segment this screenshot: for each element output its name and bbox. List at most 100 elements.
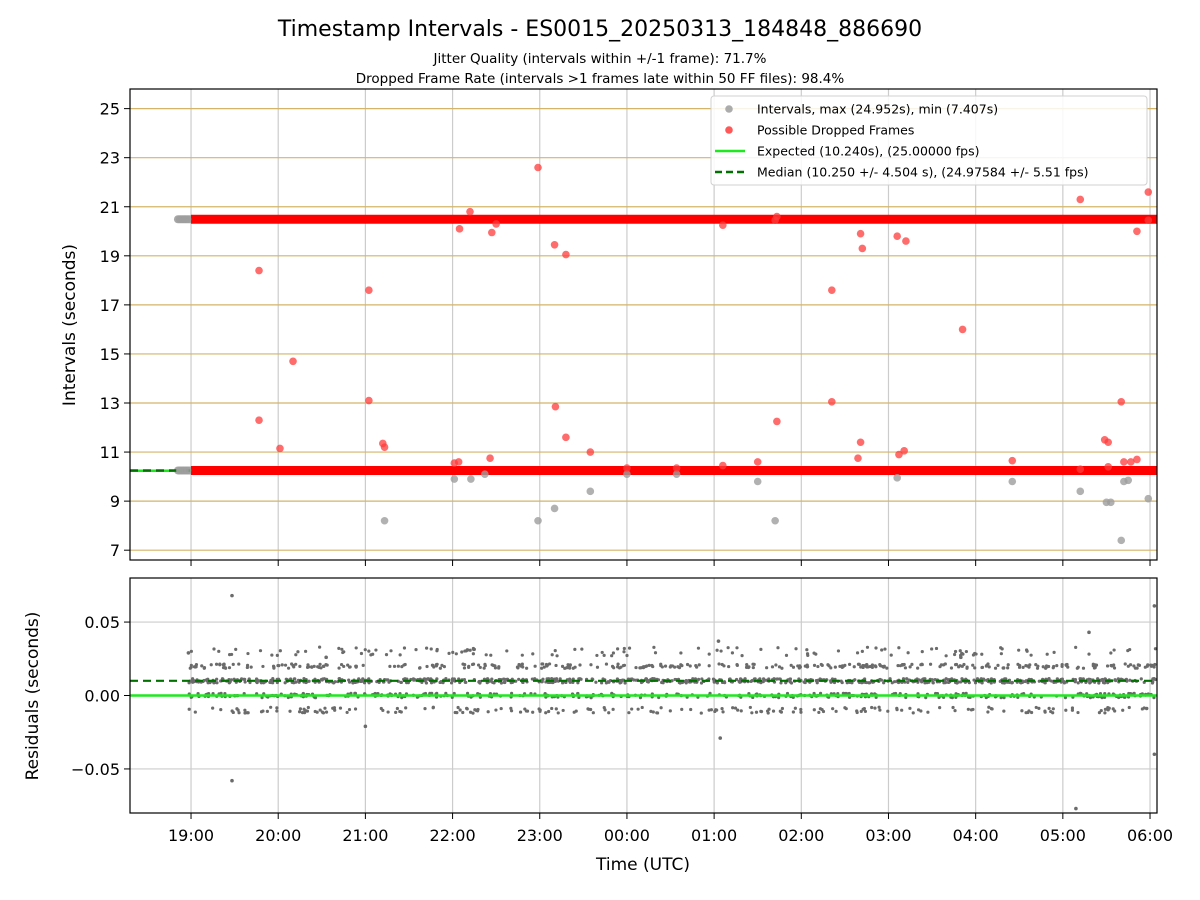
residual-point bbox=[531, 710, 535, 714]
dropped-frame-point bbox=[255, 266, 263, 275]
residual-point bbox=[1021, 665, 1025, 669]
residual-point bbox=[784, 653, 789, 658]
residual-point bbox=[1070, 708, 1075, 712]
residual-point bbox=[442, 665, 446, 669]
residual-point bbox=[374, 648, 378, 652]
residual-point bbox=[987, 665, 991, 669]
residual-point bbox=[523, 707, 527, 711]
residual-point bbox=[1029, 653, 1033, 657]
residual-point bbox=[278, 649, 282, 653]
residual-point bbox=[855, 709, 859, 713]
residual-point bbox=[999, 696, 1003, 700]
residual-point bbox=[864, 664, 869, 669]
residual-outlier-point bbox=[186, 651, 191, 655]
residual-point bbox=[796, 664, 800, 668]
residual-point bbox=[595, 665, 600, 669]
top-y-axis-label: Intervals (seconds) bbox=[60, 244, 80, 406]
residual-point bbox=[493, 664, 497, 668]
legend-entry: Intervals, max (24.952s), min (7.407s) bbox=[757, 102, 998, 117]
dropped-frame-point bbox=[1104, 438, 1112, 447]
residual-point bbox=[816, 664, 820, 669]
residual-point bbox=[900, 708, 904, 712]
residual-point bbox=[255, 680, 259, 685]
residual-point bbox=[616, 665, 620, 669]
residual-point bbox=[411, 677, 416, 681]
residual-point bbox=[501, 677, 506, 681]
residual-point bbox=[979, 677, 983, 681]
residual-point bbox=[497, 666, 501, 670]
residual-point bbox=[349, 691, 353, 695]
residual-point bbox=[322, 664, 326, 669]
residual-point bbox=[214, 662, 219, 666]
residual-point bbox=[610, 654, 614, 658]
residual-point bbox=[1153, 662, 1157, 667]
residual-point bbox=[462, 677, 467, 682]
residual-point bbox=[318, 708, 322, 712]
residual-point bbox=[519, 663, 524, 667]
residual-point bbox=[236, 708, 240, 712]
residual-point bbox=[341, 650, 345, 655]
residual-point bbox=[491, 680, 495, 684]
residual-point bbox=[260, 696, 264, 700]
residual-point bbox=[538, 709, 542, 713]
residual-point bbox=[901, 677, 906, 681]
residual-point bbox=[553, 649, 557, 653]
residual-point bbox=[964, 649, 968, 654]
residual-point bbox=[625, 653, 629, 658]
residual-point bbox=[286, 666, 291, 670]
residual-point bbox=[862, 707, 866, 711]
residual-point bbox=[265, 709, 269, 713]
residual-point bbox=[313, 696, 318, 700]
residual-point bbox=[691, 677, 695, 681]
residual-point bbox=[1064, 708, 1068, 712]
dropped-frame-point bbox=[902, 237, 910, 245]
residual-point bbox=[1109, 651, 1113, 655]
residual-point bbox=[647, 663, 651, 667]
residual-point bbox=[564, 666, 569, 670]
residual-point bbox=[1060, 664, 1064, 669]
dropped-frame-point bbox=[562, 250, 570, 259]
residual-point bbox=[333, 708, 337, 712]
residual-point bbox=[234, 647, 238, 651]
residual-point bbox=[399, 710, 403, 714]
residual-point bbox=[1152, 696, 1156, 700]
dropped-frame-point bbox=[1144, 216, 1153, 225]
dropped-frame-point bbox=[893, 232, 901, 240]
residual-point bbox=[423, 707, 427, 711]
residual-point bbox=[1049, 679, 1054, 683]
residual-point bbox=[651, 664, 655, 669]
interval-point bbox=[1008, 477, 1017, 486]
residual-point bbox=[928, 662, 933, 666]
residual-point bbox=[943, 662, 947, 666]
residual-point bbox=[560, 664, 565, 668]
residual-point bbox=[621, 664, 625, 668]
residual-point bbox=[227, 666, 232, 670]
residual-point bbox=[996, 663, 1000, 668]
residual-point bbox=[707, 652, 711, 656]
residual-point bbox=[1112, 666, 1117, 670]
residual-point bbox=[733, 706, 738, 710]
residual-point bbox=[1103, 677, 1107, 681]
residual-point bbox=[482, 666, 486, 670]
residual-point bbox=[444, 677, 448, 681]
residual-point bbox=[987, 705, 991, 709]
residual-point bbox=[1100, 677, 1104, 682]
residual-outlier-point bbox=[959, 655, 963, 660]
top-y-tick-label: 13 bbox=[100, 394, 120, 413]
residual-point bbox=[906, 651, 910, 655]
residual-point bbox=[839, 679, 843, 683]
residual-point bbox=[288, 709, 292, 713]
residual-point bbox=[494, 708, 498, 712]
residual-point bbox=[726, 646, 730, 650]
residual-point bbox=[211, 706, 215, 710]
residual-point bbox=[695, 665, 699, 669]
residual-point bbox=[503, 680, 507, 685]
residual-point bbox=[627, 646, 632, 650]
residual-point bbox=[554, 707, 558, 711]
residual-point bbox=[550, 706, 554, 711]
residual-point bbox=[673, 665, 677, 669]
residual-point bbox=[660, 665, 664, 669]
residual-point bbox=[545, 664, 549, 668]
residual-point bbox=[454, 652, 458, 656]
residual-point bbox=[386, 710, 390, 714]
